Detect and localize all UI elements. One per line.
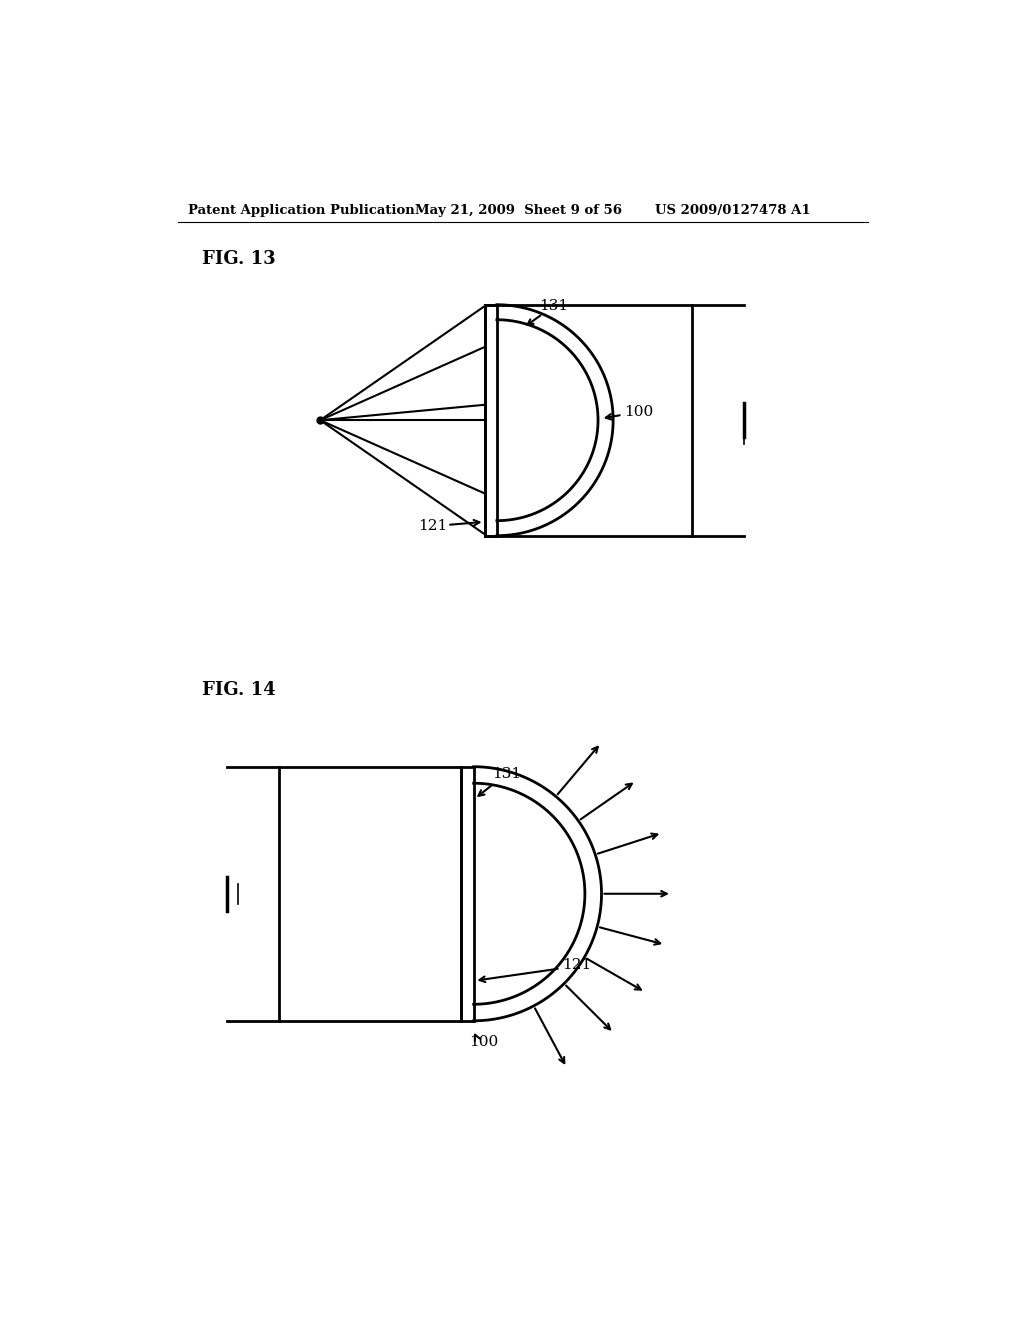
Text: FIG. 13: FIG. 13: [202, 249, 275, 268]
Text: 131: 131: [539, 300, 568, 313]
Text: 131: 131: [493, 767, 521, 781]
Text: US 2009/0127478 A1: US 2009/0127478 A1: [655, 205, 811, 218]
Text: 121: 121: [562, 958, 591, 973]
Text: May 21, 2009  Sheet 9 of 56: May 21, 2009 Sheet 9 of 56: [415, 205, 622, 218]
Text: 100: 100: [469, 1035, 499, 1049]
Text: 121: 121: [419, 520, 447, 533]
Text: FIG. 14: FIG. 14: [202, 681, 275, 698]
Text: Patent Application Publication: Patent Application Publication: [188, 205, 415, 218]
Text: 100: 100: [624, 405, 653, 420]
